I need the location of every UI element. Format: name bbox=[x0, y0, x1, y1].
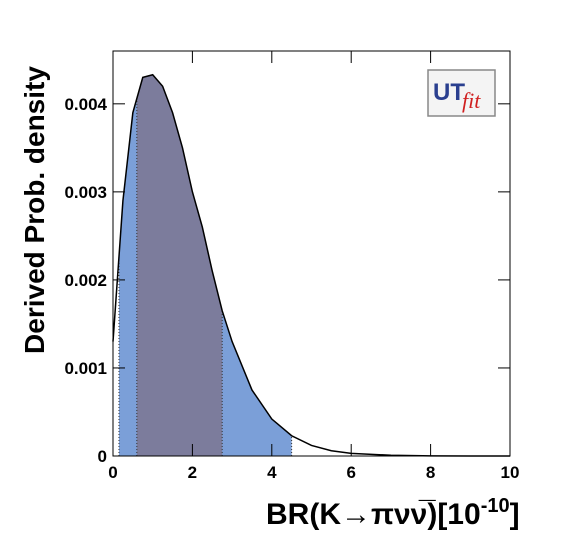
x-tick-label: 10 bbox=[501, 463, 520, 482]
y-tick-label: 0.001 bbox=[64, 359, 107, 378]
logo-sub: fit bbox=[462, 88, 481, 113]
x-tick-label: 4 bbox=[267, 463, 277, 482]
logo-box bbox=[427, 69, 496, 117]
y-tick-label: 0.002 bbox=[64, 271, 107, 290]
y-tick-label: 0.003 bbox=[64, 183, 107, 202]
y-tick-label: 0.004 bbox=[64, 95, 107, 114]
x-axis-label: BR(K→πνν̅)[10-10] bbox=[266, 495, 520, 531]
logo-main: UT bbox=[433, 79, 465, 106]
density-curve bbox=[112, 73, 510, 457]
x-axis-label-exponent: -10 bbox=[481, 495, 510, 517]
plot-frame bbox=[112, 50, 511, 457]
y-axis-label: Derived Prob. density bbox=[19, 66, 50, 354]
x-tick-label: 8 bbox=[426, 463, 435, 482]
x-axis-label-text: BR(K→πνν̅)[10 bbox=[266, 498, 481, 531]
x-tick-label: 2 bbox=[188, 463, 197, 482]
x-tick-label: 6 bbox=[346, 463, 355, 482]
x-axis-label-end: ] bbox=[510, 498, 520, 531]
x-tick-label: 0 bbox=[108, 463, 117, 482]
interval-area bbox=[136, 74, 223, 457]
y-tick-label: 0 bbox=[98, 447, 107, 466]
